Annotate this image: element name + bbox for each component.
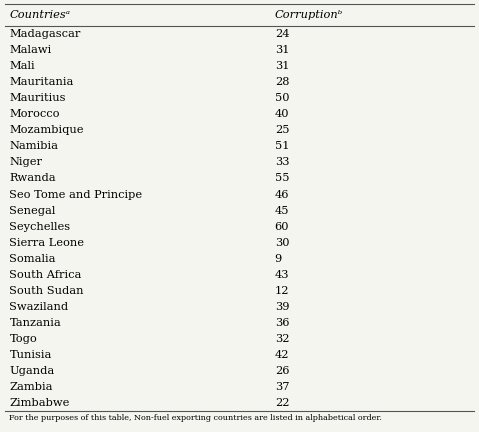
Text: 50: 50 <box>274 93 289 103</box>
Text: Tanzania: Tanzania <box>10 318 61 327</box>
Text: Countriesᵃ: Countriesᵃ <box>10 10 70 20</box>
Text: 22: 22 <box>274 398 289 408</box>
Text: For the purposes of this table, Non-fuel exporting countries are listed in alpha: For the purposes of this table, Non-fuel… <box>10 414 382 422</box>
Text: Mauritius: Mauritius <box>10 93 66 103</box>
Text: Corruptionᵇ: Corruptionᵇ <box>274 10 343 20</box>
Text: 39: 39 <box>274 302 289 311</box>
Text: Senegal: Senegal <box>10 206 56 216</box>
Text: Somalia: Somalia <box>10 254 56 264</box>
Text: Morocco: Morocco <box>10 109 60 119</box>
Text: 31: 31 <box>274 45 289 55</box>
Text: 9: 9 <box>274 254 282 264</box>
Text: 25: 25 <box>274 125 289 136</box>
Text: Zambia: Zambia <box>10 382 53 392</box>
Text: Tunisia: Tunisia <box>10 349 52 360</box>
Text: 45: 45 <box>274 206 289 216</box>
Text: Mali: Mali <box>10 61 35 71</box>
Text: South Africa: South Africa <box>10 270 82 280</box>
Text: Mozambique: Mozambique <box>10 125 84 136</box>
Text: Togo: Togo <box>10 334 37 344</box>
Text: 12: 12 <box>274 286 289 295</box>
Text: Sierra Leone: Sierra Leone <box>10 238 84 248</box>
Text: 60: 60 <box>274 222 289 232</box>
Text: 37: 37 <box>274 382 289 392</box>
Text: Seo Tome and Principe: Seo Tome and Principe <box>10 190 143 200</box>
Text: 28: 28 <box>274 77 289 87</box>
Text: Mauritania: Mauritania <box>10 77 74 87</box>
Text: 46: 46 <box>274 190 289 200</box>
Text: Madagascar: Madagascar <box>10 29 81 39</box>
Text: 55: 55 <box>274 174 289 184</box>
Text: 43: 43 <box>274 270 289 280</box>
Text: Namibia: Namibia <box>10 141 58 152</box>
Text: Uganda: Uganda <box>10 366 55 376</box>
Text: 30: 30 <box>274 238 289 248</box>
Text: 24: 24 <box>274 29 289 39</box>
Text: 51: 51 <box>274 141 289 152</box>
Text: 33: 33 <box>274 158 289 168</box>
Text: 26: 26 <box>274 366 289 376</box>
Text: 32: 32 <box>274 334 289 344</box>
Text: Seychelles: Seychelles <box>10 222 70 232</box>
Text: 42: 42 <box>274 349 289 360</box>
Text: Rwanda: Rwanda <box>10 174 56 184</box>
Text: Swaziland: Swaziland <box>10 302 68 311</box>
Text: South Sudan: South Sudan <box>10 286 84 295</box>
Text: 40: 40 <box>274 109 289 119</box>
Text: Malawi: Malawi <box>10 45 52 55</box>
Text: Zimbabwe: Zimbabwe <box>10 398 70 408</box>
Text: Niger: Niger <box>10 158 43 168</box>
Text: 31: 31 <box>274 61 289 71</box>
Text: 36: 36 <box>274 318 289 327</box>
